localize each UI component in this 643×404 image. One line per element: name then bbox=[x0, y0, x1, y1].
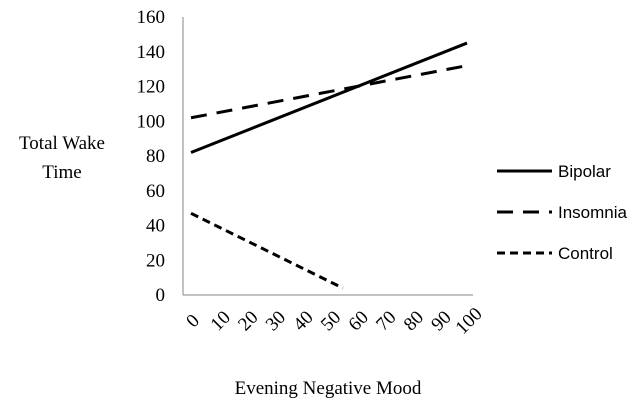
x-tick-label: 60 bbox=[345, 307, 373, 335]
y-tick-label: 120 bbox=[137, 77, 166, 98]
x-tick-label: 100 bbox=[452, 304, 487, 339]
x-tick-label: 20 bbox=[234, 307, 262, 335]
legend: Bipolar Insomnia Control bbox=[497, 162, 628, 263]
y-tick-labels: 0 20 40 60 80 100 120 140 160 bbox=[137, 7, 166, 306]
series-line-insomnia bbox=[190, 64, 468, 120]
x-axis-title: Evening Negative Mood bbox=[235, 378, 422, 399]
y-tick-label: 0 bbox=[156, 285, 166, 306]
y-tick-label: 60 bbox=[146, 181, 165, 202]
y-tick-label: 80 bbox=[146, 146, 165, 167]
y-tick-label: 20 bbox=[146, 250, 165, 271]
legend-label: Control bbox=[558, 244, 613, 263]
y-tick-label: 100 bbox=[137, 111, 166, 132]
y-axis-title-line-2: Time bbox=[42, 162, 81, 183]
series-line-control bbox=[190, 211, 344, 290]
legend-label: Bipolar bbox=[558, 162, 611, 181]
x-tick-label: 10 bbox=[207, 307, 235, 335]
x-tick-label: 90 bbox=[427, 307, 455, 335]
x-tick-label: 0 bbox=[182, 310, 204, 332]
series-lines bbox=[190, 41, 468, 290]
y-axis-title-line-1: Total Wake bbox=[19, 133, 105, 154]
x-tick-label: 70 bbox=[372, 307, 400, 335]
y-tick-label: 160 bbox=[137, 7, 166, 28]
y-tick-label: 140 bbox=[137, 42, 166, 63]
series-line-bipolar bbox=[190, 41, 468, 154]
axes bbox=[182, 17, 473, 296]
x-tick-label: 80 bbox=[400, 307, 428, 335]
x-tick-label: 40 bbox=[289, 307, 317, 335]
x-tick-label: 30 bbox=[262, 307, 290, 335]
legend-label: Insomnia bbox=[558, 203, 628, 222]
x-tick-label: 50 bbox=[317, 307, 345, 335]
y-tick-label: 40 bbox=[146, 216, 165, 237]
